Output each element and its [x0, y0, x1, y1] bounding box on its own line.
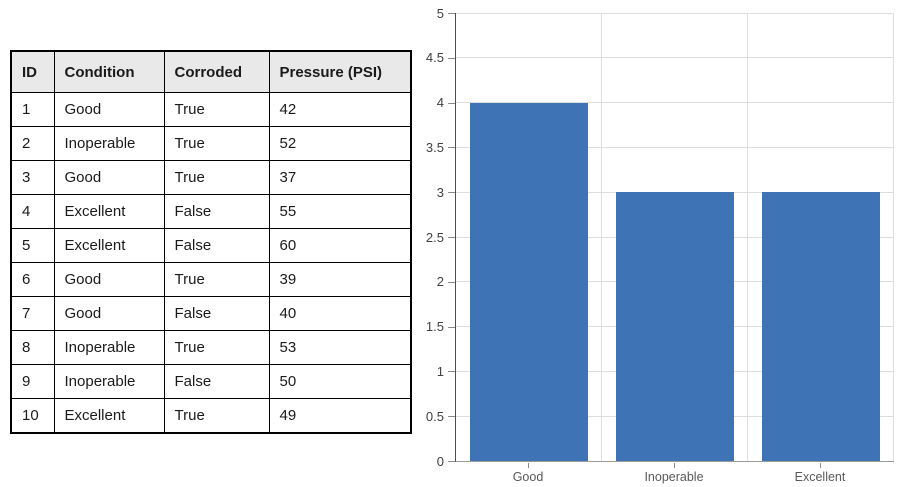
y-tick-label: 1.5	[425, 319, 444, 335]
table-cell: False	[163, 296, 270, 331]
table-cell: 52	[268, 126, 412, 161]
y-tick-label: 0	[436, 453, 444, 469]
y-tick-label: 4	[436, 95, 444, 111]
table-cell: Good	[53, 296, 165, 331]
table-cell: Inoperable	[53, 330, 165, 365]
x-axis-tick	[528, 462, 529, 468]
table-cell: Excellent	[53, 194, 165, 229]
y-tick-label: 3.5	[425, 139, 444, 155]
bar-good	[470, 102, 588, 461]
table-cell: True	[163, 92, 270, 127]
x-gridline	[747, 13, 748, 461]
plot-area	[455, 12, 894, 462]
table-cell: True	[163, 330, 270, 365]
table-cell: True	[163, 398, 270, 434]
x-gridline	[601, 13, 602, 461]
column-header: Pressure (PSI)	[268, 50, 412, 93]
table-cell: 5	[10, 228, 55, 263]
y-tick-label: 1	[436, 363, 444, 379]
table-cell: False	[163, 228, 270, 263]
y-axis-tick	[448, 192, 455, 194]
x-axis-tick	[820, 462, 821, 468]
x-gridline	[893, 13, 894, 461]
y-gridline	[456, 191, 894, 193]
table-row: 1 Good True 42	[10, 92, 412, 127]
table-cell: 6	[10, 262, 55, 297]
y-tick-label: 3	[436, 184, 444, 200]
bar-excellent	[762, 192, 880, 461]
y-axis-tick	[448, 461, 455, 462]
table-header-row: ID Condition Corroded Pressure (PSI)	[10, 50, 412, 93]
y-axis-tick	[448, 237, 455, 238]
table-cell: Excellent	[53, 398, 165, 434]
table-cell: True	[163, 126, 270, 161]
y-axis-tick	[448, 281, 455, 283]
x-category-label: Excellent	[794, 470, 846, 484]
y-tick-label: 5	[436, 5, 444, 21]
table-row: 6 Good True 39	[10, 262, 412, 297]
x-category-label: Inoperable	[644, 470, 704, 484]
table-cell: 40	[268, 296, 412, 331]
table-cell: False	[163, 364, 270, 399]
table-cell: 39	[268, 262, 412, 297]
y-gridline	[456, 146, 894, 148]
y-tick-label: 0.5	[425, 408, 444, 424]
pipe-data-table: ID Condition Corroded Pressure (PSI) 1 Good T…	[10, 50, 412, 434]
table-row: 7 Good False 40	[10, 296, 412, 331]
table-cell: 49	[268, 398, 412, 434]
table-cell: Good	[53, 262, 165, 297]
y-axis-tick	[448, 416, 455, 418]
table-cell: True	[163, 160, 270, 195]
y-gridline	[456, 102, 894, 104]
y-tick-label: 2.5	[425, 229, 444, 245]
table-cell: 53	[268, 330, 412, 365]
y-axis-tick	[448, 371, 455, 373]
y-gridline	[456, 12, 894, 14]
table-row: 9 Inoperable False 50	[10, 364, 412, 399]
y-axis-tick	[448, 13, 455, 14]
table-cell: 50	[268, 364, 412, 399]
y-tick-label: 4.5	[425, 50, 444, 66]
table-row: 8 Inoperable True 53	[10, 330, 412, 365]
y-axis-tick	[448, 57, 455, 59]
table-row: 3 Good True 37	[10, 160, 412, 195]
table-cell: 42	[268, 92, 412, 127]
table-cell: 37	[268, 160, 412, 195]
table-cell: Good	[53, 92, 165, 127]
x-axis-tick	[674, 462, 675, 468]
table-cell: Inoperable	[53, 364, 165, 399]
y-axis-tick	[448, 102, 455, 104]
y-axis-tick	[448, 147, 455, 149]
table-cell: 60	[268, 228, 412, 263]
table-cell: 7	[10, 296, 55, 331]
y-tick-label: 2	[436, 274, 444, 290]
table-cell: 4	[10, 194, 55, 229]
table-row: 10 Excellent True 49	[10, 398, 412, 434]
table-cell: True	[163, 262, 270, 297]
table-cell: 3	[10, 160, 55, 195]
y-gridline	[456, 57, 894, 59]
table-cell: 2	[10, 126, 55, 161]
x-category-label: Good	[512, 470, 544, 484]
y-axis-tick	[448, 326, 455, 328]
table-row: 5 Excellent False 60	[10, 228, 412, 263]
table-cell: Good	[53, 160, 165, 195]
bar-inoperable	[616, 192, 734, 461]
table-cell: 8	[10, 330, 55, 365]
